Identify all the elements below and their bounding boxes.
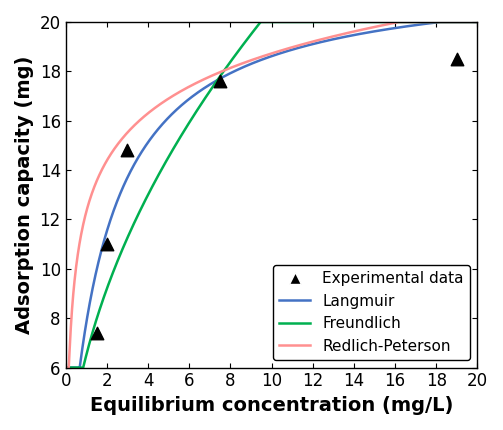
Legend: Experimental data, Langmuir, Freundlich, Redlich-Peterson: Experimental data, Langmuir, Freundlich,… xyxy=(273,265,470,360)
Point xyxy=(123,147,131,154)
Point xyxy=(453,55,461,62)
Point xyxy=(103,241,111,248)
Y-axis label: Adsorption capacity (mg): Adsorption capacity (mg) xyxy=(15,55,34,334)
Point xyxy=(216,78,224,85)
X-axis label: Equilibrium concentration (mg/L): Equilibrium concentration (mg/L) xyxy=(90,396,453,415)
Point xyxy=(93,329,101,336)
